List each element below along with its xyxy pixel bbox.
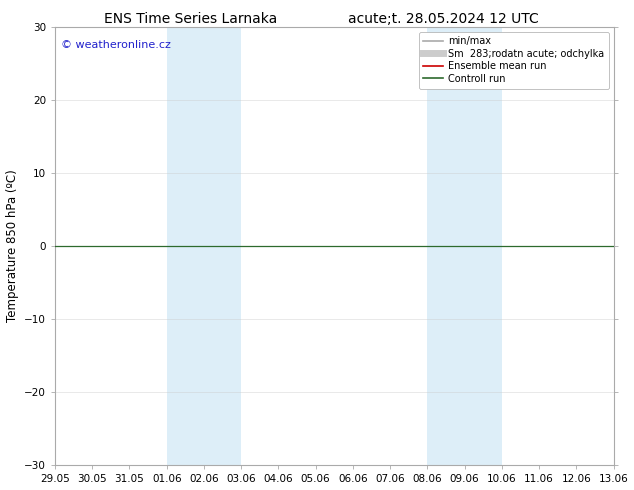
Bar: [427, 27, 502, 465]
Text: acute;t. 28.05.2024 12 UTC: acute;t. 28.05.2024 12 UTC: [349, 12, 539, 26]
Bar: [167, 27, 241, 465]
Text: © weatheronline.cz: © weatheronline.cz: [61, 40, 171, 50]
Text: ENS Time Series Larnaka: ENS Time Series Larnaka: [103, 12, 277, 26]
Y-axis label: Temperature 850 hPa (ºC): Temperature 850 hPa (ºC): [6, 170, 18, 322]
Legend: min/max, Sm  283;rodatn acute; odchylka, Ensemble mean run, Controll run: min/max, Sm 283;rodatn acute; odchylka, …: [418, 31, 609, 89]
